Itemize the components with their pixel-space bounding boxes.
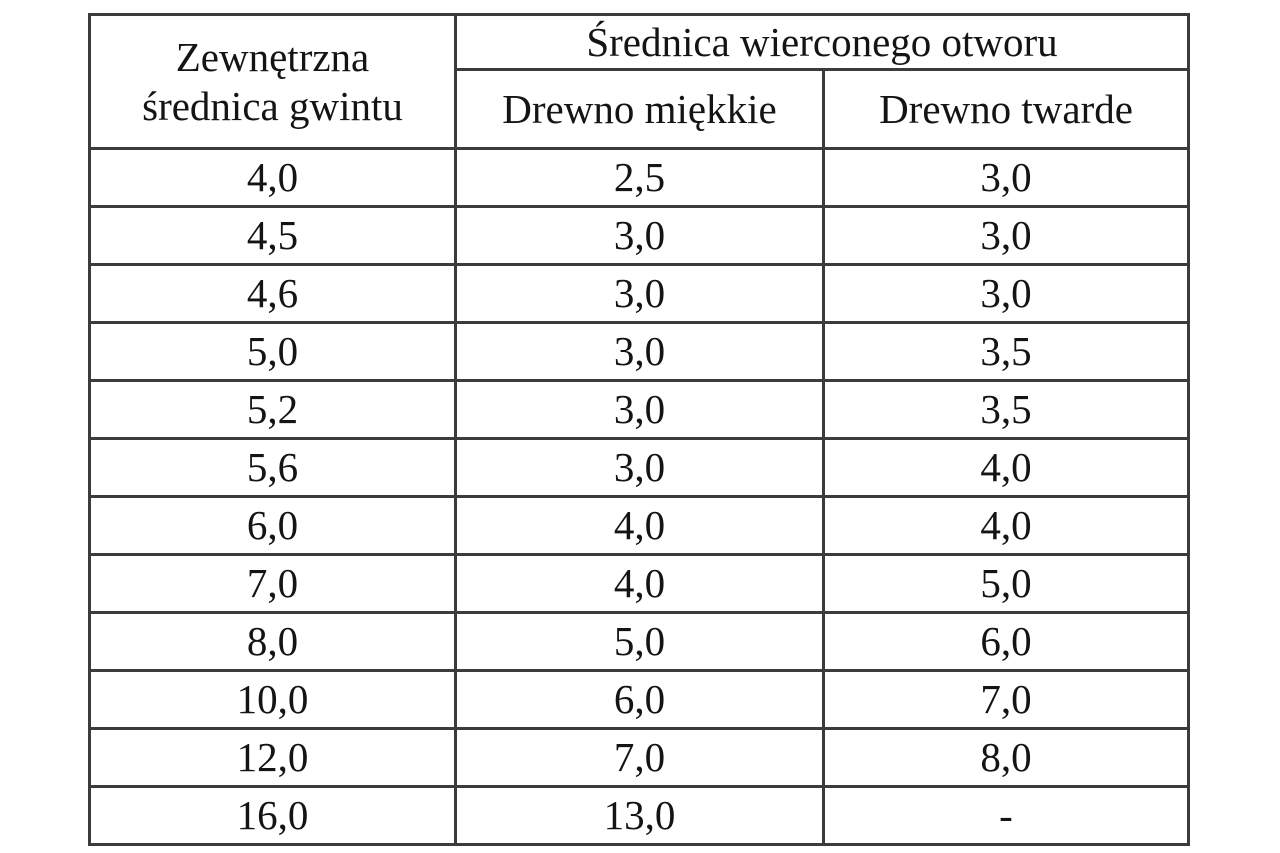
table-row: 5,0 3,0 3,5 bbox=[88, 321, 1190, 382]
cell-hard: 3,5 bbox=[822, 379, 1190, 440]
cell-soft: 3,0 bbox=[454, 437, 825, 498]
cell-hard: 3,0 bbox=[822, 205, 1190, 266]
cell-hard: 3,0 bbox=[822, 263, 1190, 324]
table-row: 4,6 3,0 3,0 bbox=[88, 263, 1190, 324]
cell-thread: 5,2 bbox=[88, 379, 457, 440]
pilot-hole-diameter-table: Zewnętrzna średnica gwintu Średnica wier… bbox=[88, 13, 1190, 846]
cell-thread: 16,0 bbox=[88, 785, 457, 846]
cell-thread: 5,6 bbox=[88, 437, 457, 498]
cell-soft: 2,5 bbox=[454, 147, 825, 208]
table-row: 5,6 3,0 4,0 bbox=[88, 437, 1190, 498]
cell-thread: 4,6 bbox=[88, 263, 457, 324]
header-row-group: Zewnętrzna średnica gwintu Średnica wier… bbox=[88, 13, 1190, 150]
cell-thread: 4,0 bbox=[88, 147, 457, 208]
cell-thread: 12,0 bbox=[88, 727, 457, 788]
cell-soft: 13,0 bbox=[454, 785, 825, 846]
cell-hard: 4,0 bbox=[822, 437, 1190, 498]
cell-thread: 10,0 bbox=[88, 669, 457, 730]
cell-soft: 3,0 bbox=[454, 379, 825, 440]
table-row: 6,0 4,0 4,0 bbox=[88, 495, 1190, 556]
cell-hard: 7,0 bbox=[822, 669, 1190, 730]
cell-soft: 3,0 bbox=[454, 321, 825, 382]
cell-thread: 5,0 bbox=[88, 321, 457, 382]
cell-hard: 8,0 bbox=[822, 727, 1190, 788]
header-thread-line1: Zewnętrzna bbox=[175, 34, 370, 81]
cell-hard: 3,5 bbox=[822, 321, 1190, 382]
table-row: 8,0 5,0 6,0 bbox=[88, 611, 1190, 672]
table-body: 4,0 2,5 3,0 4,5 3,0 3,0 4,6 3,0 3,0 5,0 … bbox=[88, 147, 1190, 846]
cell-thread: 8,0 bbox=[88, 611, 457, 672]
cell-hard: - bbox=[822, 785, 1190, 846]
data-table: Zewnętrzna średnica gwintu Średnica wier… bbox=[88, 13, 1190, 846]
table-row: 5,2 3,0 3,5 bbox=[88, 379, 1190, 440]
header-drilled-hole-group: Średnica wierconego otworu bbox=[454, 13, 1190, 71]
cell-hard: 4,0 bbox=[822, 495, 1190, 556]
cell-hard: 3,0 bbox=[822, 147, 1190, 208]
cell-hard: 6,0 bbox=[822, 611, 1190, 672]
cell-soft: 7,0 bbox=[454, 727, 825, 788]
header-thread-diameter: Zewnętrzna średnica gwintu bbox=[88, 13, 457, 150]
cell-soft: 3,0 bbox=[454, 205, 825, 266]
table-row: 4,0 2,5 3,0 bbox=[88, 147, 1190, 208]
cell-thread: 6,0 bbox=[88, 495, 457, 556]
table-header: Zewnętrzna średnica gwintu Średnica wier… bbox=[88, 13, 1190, 150]
table-row: 16,0 13,0 - bbox=[88, 785, 1190, 846]
cell-soft: 4,0 bbox=[454, 495, 825, 556]
table-row: 12,0 7,0 8,0 bbox=[88, 727, 1190, 788]
header-hard-wood: Drewno twarde bbox=[822, 68, 1190, 150]
cell-soft: 5,0 bbox=[454, 611, 825, 672]
header-thread-line2: średnica gwintu bbox=[142, 82, 403, 129]
cell-soft: 4,0 bbox=[454, 553, 825, 614]
cell-thread: 7,0 bbox=[88, 553, 457, 614]
table-row: 10,0 6,0 7,0 bbox=[88, 669, 1190, 730]
cell-soft: 6,0 bbox=[454, 669, 825, 730]
cell-hard: 5,0 bbox=[822, 553, 1190, 614]
cell-thread: 4,5 bbox=[88, 205, 457, 266]
header-soft-wood: Drewno miękkie bbox=[454, 68, 825, 150]
header-row-sub: Drewno miękkie Drewno twarde bbox=[90, 68, 1190, 150]
table-row: 7,0 4,0 5,0 bbox=[88, 553, 1190, 614]
cell-soft: 3,0 bbox=[454, 263, 825, 324]
table-row: 4,5 3,0 3,0 bbox=[88, 205, 1190, 266]
